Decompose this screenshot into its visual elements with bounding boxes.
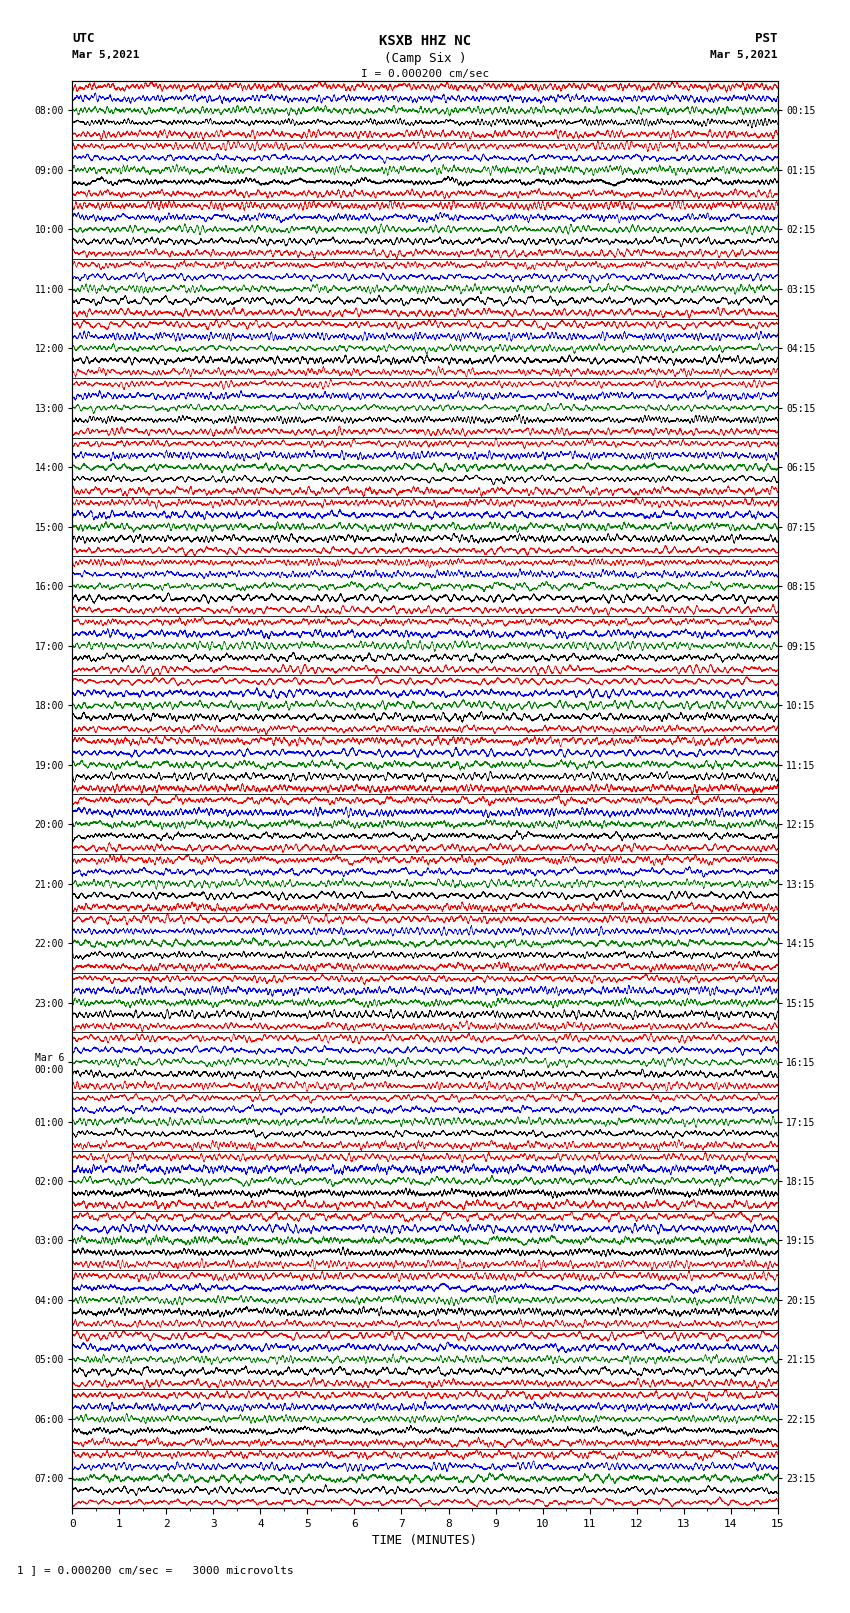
Text: UTC: UTC (72, 32, 94, 45)
Text: I = 0.000200 cm/sec: I = 0.000200 cm/sec (361, 69, 489, 79)
Text: Mar 5,2021: Mar 5,2021 (72, 50, 139, 60)
Text: KSXB HHZ NC: KSXB HHZ NC (379, 34, 471, 48)
Text: PST: PST (756, 32, 778, 45)
Text: (Camp Six ): (Camp Six ) (383, 52, 467, 65)
Text: 1 ] = 0.000200 cm/sec =   3000 microvolts: 1 ] = 0.000200 cm/sec = 3000 microvolts (17, 1565, 294, 1574)
Text: Mar 5,2021: Mar 5,2021 (711, 50, 778, 60)
X-axis label: TIME (MINUTES): TIME (MINUTES) (372, 1534, 478, 1547)
